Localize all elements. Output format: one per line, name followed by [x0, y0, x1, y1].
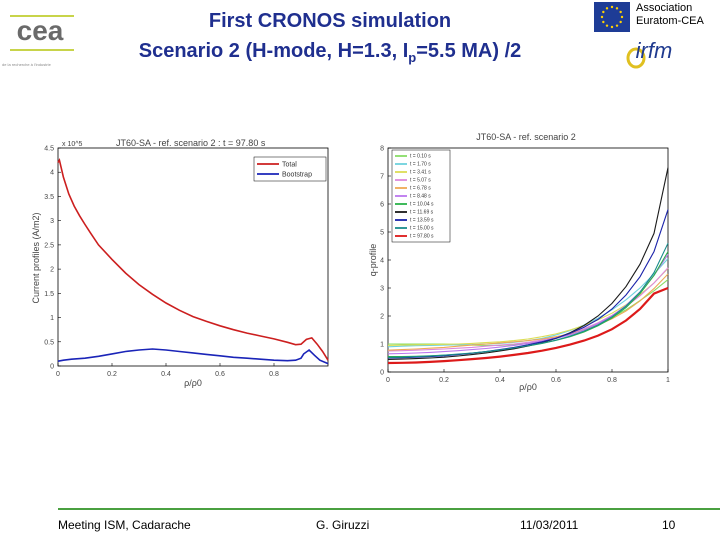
- x-tick-label: 0.2: [107, 371, 117, 378]
- legend-box: [253, 156, 327, 182]
- title-line-2-main: Scenario 2 (H-mode, H=1.3, I: [138, 40, 409, 62]
- legend-label: t = 13.59 s: [410, 218, 434, 224]
- plot-area-frame: [57, 147, 329, 367]
- y-axis-label: q-profile: [368, 244, 378, 277]
- y-tick-label: 8: [380, 146, 384, 153]
- legend-label: Total: [282, 161, 297, 168]
- title-line-2: Scenario 2 (H-mode, H=1.3, Ip=5.5 MA) /2: [96, 36, 564, 73]
- eu-star: [610, 25, 614, 29]
- title-line-1: First CRONOS simulation: [208, 10, 452, 32]
- y-tick-label: 0.5: [44, 339, 54, 346]
- legend-label: t = 15.00 s: [410, 226, 434, 232]
- x-tick-label: 0.8: [607, 377, 617, 384]
- y-tick-label: 5: [380, 230, 384, 237]
- y-tick-label: 7: [380, 174, 384, 181]
- cea-logo: cea de la recherche à l'industrie: [2, 2, 94, 68]
- y-tick-label: 2.5: [44, 242, 54, 249]
- legend-label: t = 0.10 s: [410, 154, 431, 160]
- y-tick-label: 0: [380, 370, 384, 377]
- footer-author: G. Giruzzi: [316, 518, 370, 532]
- y-tick-label: 1.5: [44, 291, 54, 298]
- eu-star: [605, 7, 609, 10]
- eu-flag-icon: [594, 2, 630, 32]
- eu-star: [620, 15, 624, 19]
- eu-star: [602, 20, 605, 24]
- series-line-2: [57, 348, 329, 365]
- footer-page-number: 10: [662, 518, 676, 532]
- legend-label: t = 8.48 s: [410, 194, 431, 200]
- association-line-1: Association: [636, 2, 693, 14]
- series-line-10: [387, 242, 669, 358]
- x-axis-label: ρ/ρ0: [519, 382, 537, 392]
- eu-star: [602, 10, 605, 14]
- eu-star: [619, 20, 622, 24]
- slide-title: First CRONOS simulation Scenario 2 (H-mo…: [96, 6, 564, 73]
- series-line-5: [387, 273, 669, 351]
- y-tick-label: 1: [380, 342, 384, 349]
- title-line-2-tail: =5.5 MA) /2: [416, 40, 522, 62]
- irfm-logo: irfm: [626, 38, 673, 69]
- series-line-3: [387, 268, 669, 346]
- eu-star: [610, 5, 614, 9]
- footer-divider: [58, 508, 720, 510]
- y-tick-label: 3: [380, 286, 384, 293]
- x-tick-label: 0: [386, 377, 390, 384]
- series-line-11: [387, 286, 669, 365]
- association-label: Association Euratom-CEA: [636, 2, 704, 28]
- y-tick-label: 3: [50, 218, 54, 225]
- eu-star: [605, 24, 609, 27]
- footer-meeting: Meeting ISM, Cadarache: [58, 518, 191, 532]
- legend-label: t = 1.70 s: [410, 162, 431, 168]
- y-tick-label: 4: [380, 258, 384, 265]
- eu-star: [600, 15, 604, 19]
- series-line-9: [387, 209, 669, 359]
- y-tick-label: 3.5: [44, 194, 54, 201]
- legend-label: t = 6.78 s: [410, 186, 431, 192]
- chart-title: JT60-SA - ref. scenario 2: [476, 132, 576, 142]
- title-line-2-subscript: p: [408, 50, 417, 65]
- y-tick-label: 1: [50, 315, 54, 322]
- x-tick-label: 0: [56, 371, 60, 378]
- cea-tagline: de la recherche à l'industrie: [2, 62, 51, 67]
- current-profile-chart: x 10^5 JT60-SA - ref. scenario 2 : t = 9…: [31, 138, 329, 388]
- x-axis-label: ρ/ρ0: [184, 378, 202, 388]
- eu-star: [615, 7, 619, 10]
- x-tick-label: 0.6: [551, 377, 561, 384]
- cea-logo-graphic: cea: [10, 15, 74, 51]
- x-tick-label: 0.4: [161, 371, 171, 378]
- q-profile-chart: JT60-SA - ref. scenario 2 q-profile ρ/ρ0…: [368, 132, 670, 392]
- y-axis-label: Current profiles (A/m2): [31, 212, 41, 303]
- y-tick-label: 2: [380, 314, 384, 321]
- footer-date: 11/03/2011: [520, 518, 579, 532]
- y-tick-label: 4.5: [44, 146, 54, 153]
- legend-label: t = 10.04 s: [410, 202, 434, 208]
- chart-title: JT60-SA - ref. scenario 2 : t = 97.80 s: [116, 138, 266, 148]
- legend-label: t = 3.41 s: [410, 170, 431, 176]
- series-line-6: [387, 254, 669, 355]
- cea-logo-text: cea: [17, 15, 64, 46]
- y-tick-label: 4: [50, 170, 54, 177]
- series-line-1: [57, 157, 329, 361]
- association-line-2: Euratom-CEA: [636, 15, 704, 27]
- legend-label: t = 11.69 s: [410, 210, 434, 216]
- legend-label: Bootstrap: [282, 171, 312, 178]
- x-tick-label: 1: [666, 377, 670, 384]
- y-multiplier-label: x 10^5: [62, 141, 83, 148]
- irfm-logo-text: irfm: [636, 38, 673, 63]
- eu-star: [619, 10, 622, 14]
- x-tick-label: 0.6: [215, 371, 225, 378]
- eu-star: [615, 24, 619, 27]
- legend-label: t = 5.07 s: [410, 178, 431, 184]
- x-tick-label: 0.2: [439, 377, 449, 384]
- y-tick-label: 2: [50, 267, 54, 274]
- y-tick-label: 0: [50, 364, 54, 371]
- x-tick-label: 0.8: [269, 371, 279, 378]
- x-tick-label: 0.4: [495, 377, 505, 384]
- y-tick-label: 6: [380, 202, 384, 209]
- legend-label: t = 97.80 s: [410, 234, 434, 240]
